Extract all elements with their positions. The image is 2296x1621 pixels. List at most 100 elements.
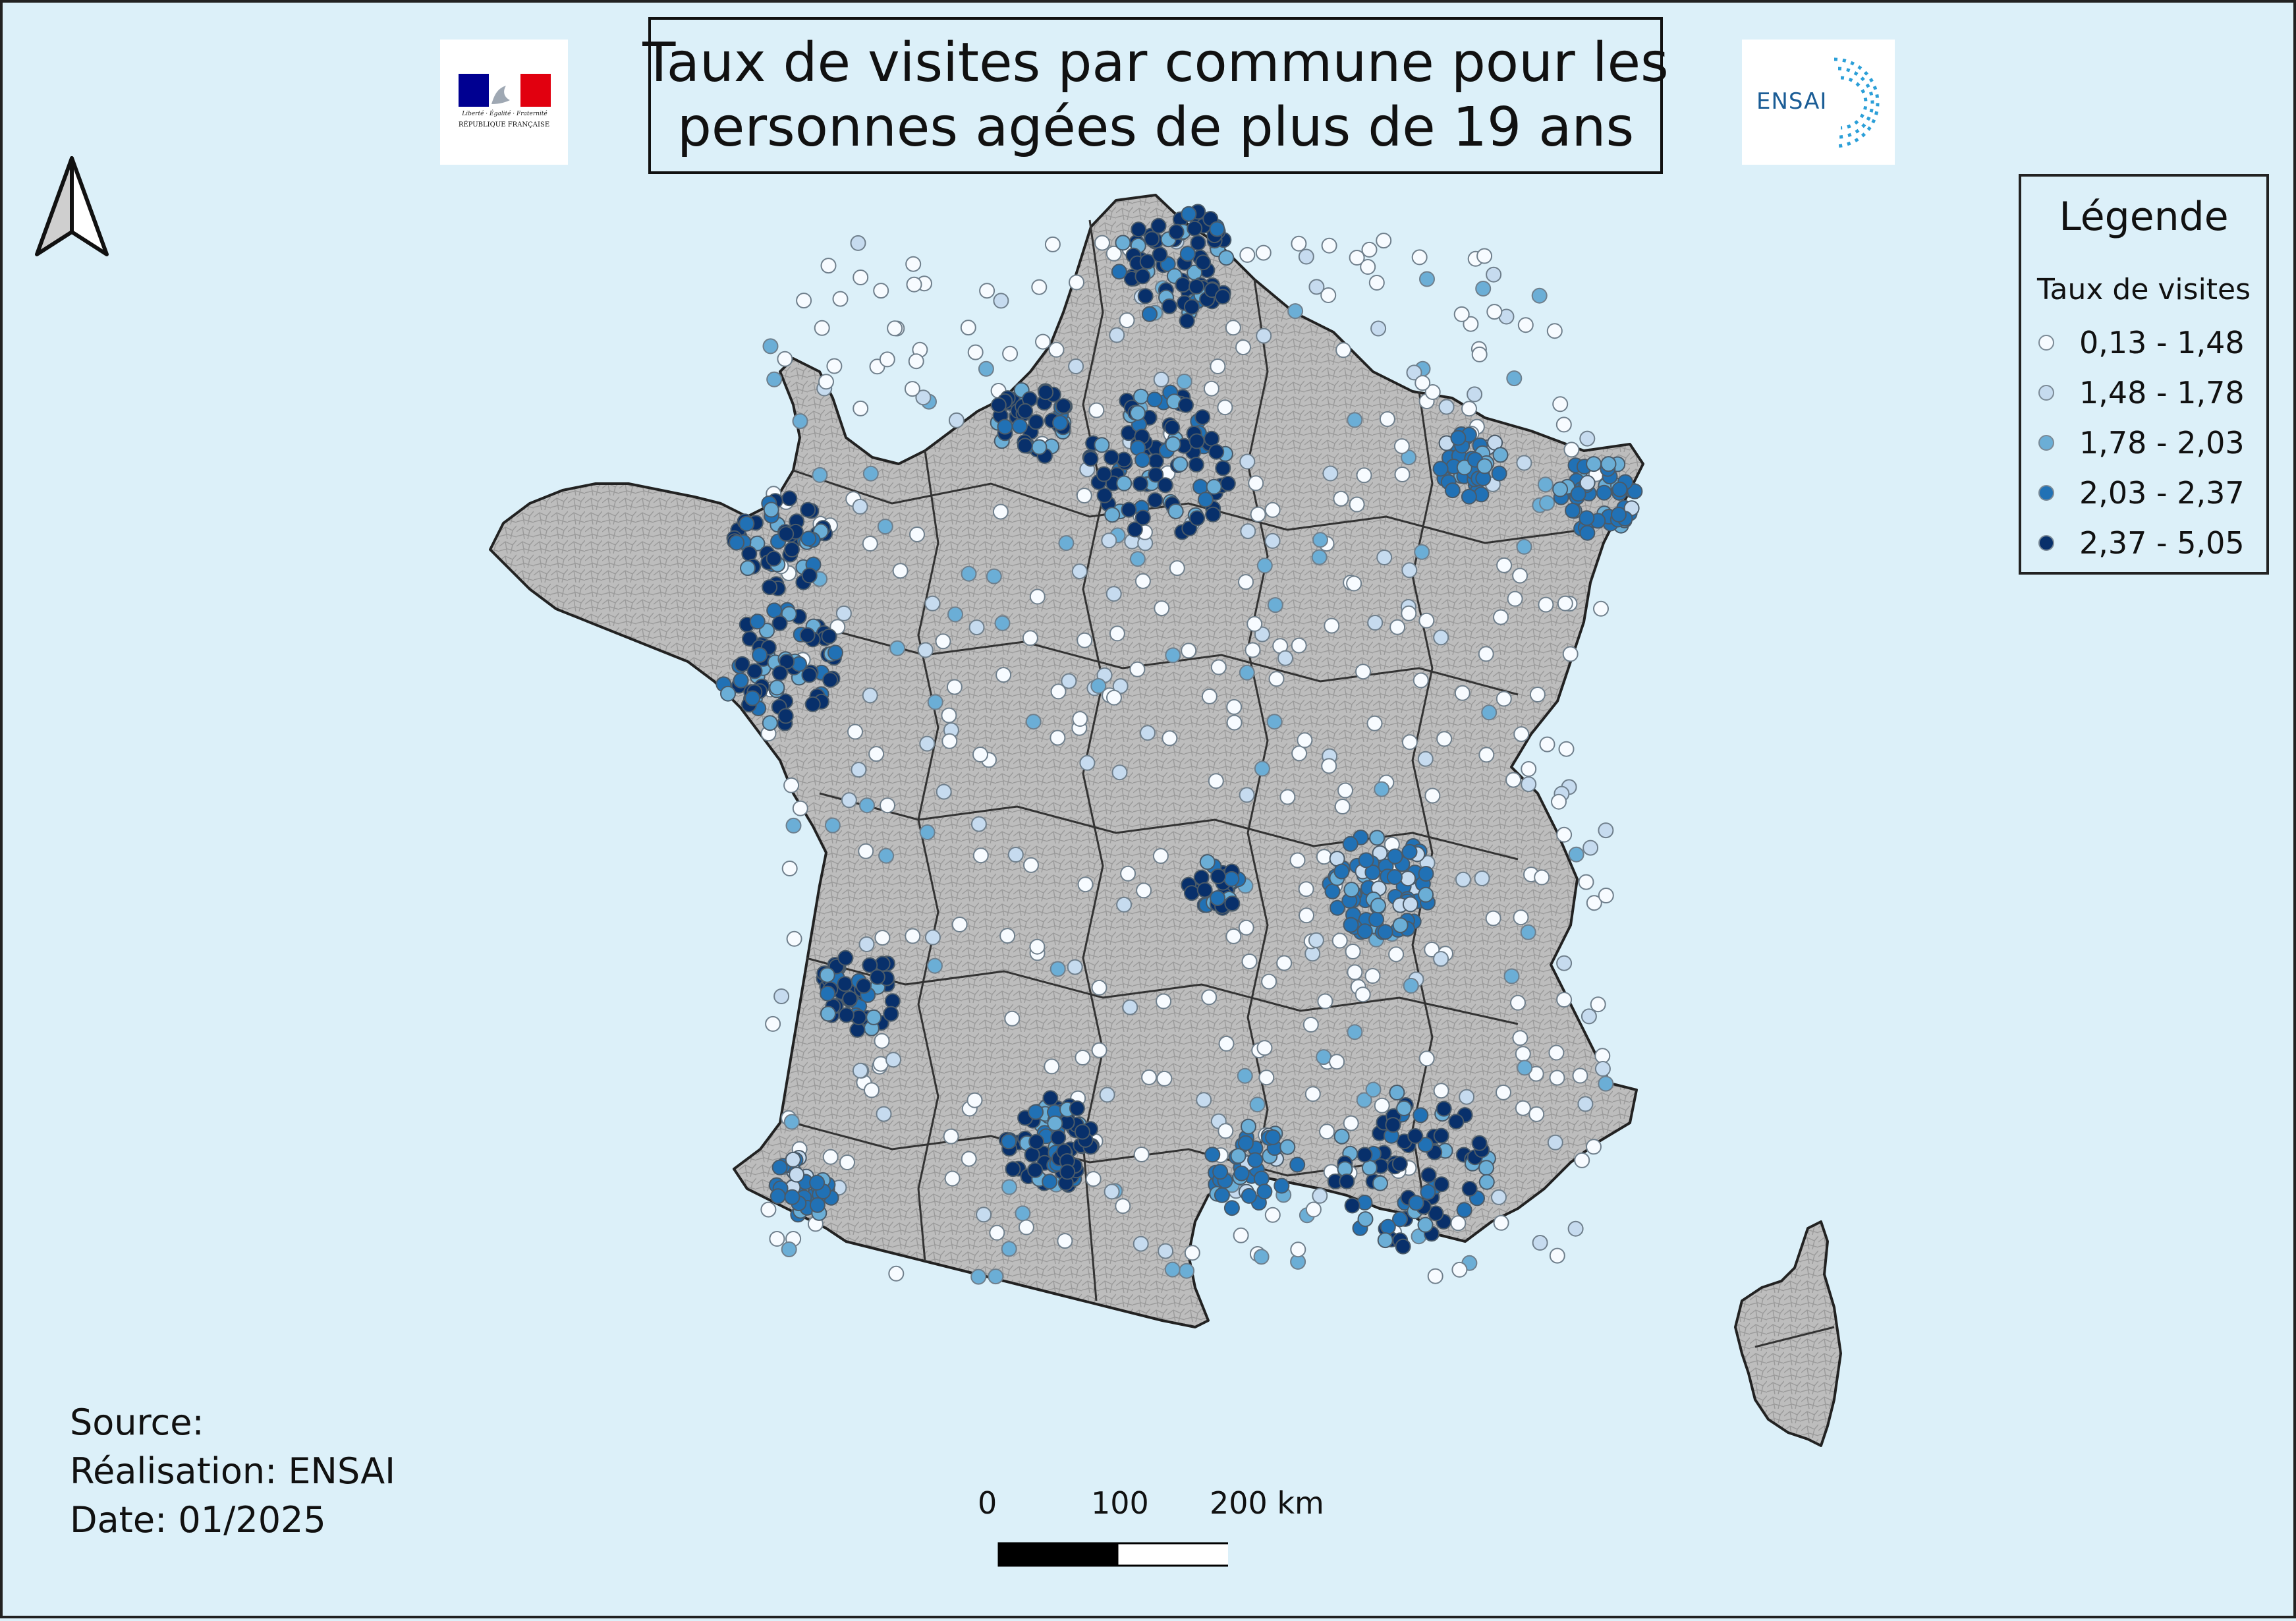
commune-point — [1579, 430, 1596, 447]
ensai-rings-icon — [1834, 57, 1880, 148]
commune-point — [739, 515, 755, 532]
commune-point — [1311, 549, 1328, 565]
commune-point — [1454, 685, 1470, 701]
legend-dot-icon — [2038, 535, 2054, 551]
commune-point — [1106, 586, 1122, 602]
commune-point — [1289, 852, 1306, 868]
commune-point — [868, 746, 885, 762]
commune-point — [966, 1092, 983, 1108]
legend-subtitle: Taux de visites — [2036, 273, 2251, 306]
commune-point — [905, 256, 922, 272]
commune-point — [1358, 852, 1374, 868]
commune-point — [1001, 1133, 1017, 1150]
commune-point — [1414, 375, 1431, 391]
commune-point — [1134, 573, 1151, 589]
commune-point — [1096, 466, 1112, 482]
commune-point — [1450, 1215, 1467, 1232]
commune-point — [1389, 619, 1406, 635]
commune-point — [1189, 510, 1206, 526]
commune-point — [809, 1197, 826, 1213]
commune-point — [773, 988, 790, 1004]
commune-point — [1165, 436, 1181, 452]
commune-point — [943, 1128, 959, 1145]
commune-point — [1396, 1100, 1413, 1116]
commune-point — [1264, 1207, 1281, 1223]
commune-point — [1178, 397, 1194, 413]
title-line-1: Taux de visites par commune pour les — [642, 32, 1669, 94]
commune-point — [1241, 1187, 1257, 1204]
commune-point — [1478, 747, 1495, 763]
commune-point — [1223, 1200, 1240, 1216]
commune-point — [1158, 1243, 1174, 1259]
commune-point — [1342, 836, 1358, 852]
commune-point — [769, 1231, 785, 1247]
commune-point — [1264, 501, 1281, 518]
commune-point — [1218, 250, 1235, 266]
commune-point — [1366, 715, 1383, 731]
commune-point — [1408, 1195, 1424, 1211]
commune-point — [1233, 1165, 1250, 1181]
commune-point — [1320, 287, 1337, 303]
commune-point — [1115, 235, 1131, 251]
commune-point — [1061, 673, 1077, 689]
commune-point — [1611, 506, 1627, 523]
commune-point — [851, 762, 867, 778]
source-label: Source: — [70, 1402, 204, 1443]
commune-point — [822, 671, 839, 688]
commune-point — [1168, 224, 1185, 240]
commune-point — [1057, 1233, 1073, 1249]
commune-point — [1574, 1152, 1590, 1168]
commune-point — [1266, 714, 1283, 730]
commune-point — [906, 276, 922, 293]
commune-point — [1237, 1067, 1253, 1084]
department-borders — [793, 219, 1835, 1348]
commune-point — [944, 1170, 961, 1187]
commune-points — [715, 204, 1643, 1285]
commune-point — [1085, 1171, 1102, 1187]
commune-point — [1456, 1202, 1472, 1218]
commune-point — [1347, 1024, 1363, 1040]
commune-point — [1389, 1085, 1405, 1100]
commune-point — [1333, 490, 1349, 507]
commune-point — [760, 1201, 777, 1218]
commune-point — [961, 1151, 977, 1167]
commune-point — [1241, 1118, 1256, 1135]
commune-point — [1593, 600, 1609, 617]
commune-point — [1111, 264, 1127, 280]
commune-point — [1017, 438, 1033, 454]
legend-label: 1,78 - 2,03 — [2079, 425, 2245, 461]
commune-point — [1154, 600, 1170, 617]
commune-point — [835, 605, 852, 621]
commune-point — [759, 623, 775, 639]
commune-point — [1355, 986, 1371, 1003]
commune-point — [1478, 646, 1494, 662]
commune-point — [820, 258, 837, 274]
commune-point — [887, 320, 903, 337]
commune-point — [1401, 562, 1418, 579]
commune-point — [1290, 1241, 1306, 1258]
commune-point — [1256, 327, 1272, 344]
commune-point — [1291, 235, 1307, 252]
commune-point — [1255, 244, 1272, 261]
commune-point — [1403, 977, 1419, 994]
commune-point — [1181, 206, 1197, 222]
commune-point — [1312, 532, 1328, 548]
commune-point — [1598, 888, 1614, 903]
commune-point — [1414, 544, 1430, 560]
commune-point — [892, 563, 909, 579]
commune-point — [1121, 501, 1137, 518]
commune-point — [1459, 1089, 1475, 1105]
legend-item: 1,48 - 1,78 — [2038, 372, 2245, 414]
commune-point — [1104, 449, 1119, 466]
commune-point — [1179, 1263, 1195, 1279]
republique-francaise-logo: Liberté · Égalité · Fraternité RÉPUBLIQU… — [440, 40, 568, 165]
commune-point — [1162, 730, 1178, 747]
commune-point — [1321, 237, 1337, 254]
commune-point — [1183, 299, 1200, 315]
commune-point — [1343, 882, 1360, 898]
commune-point — [1187, 220, 1203, 237]
commune-point — [1345, 944, 1361, 959]
commune-point — [1367, 615, 1384, 631]
commune-point — [1578, 874, 1594, 890]
commune-point — [1129, 661, 1146, 677]
